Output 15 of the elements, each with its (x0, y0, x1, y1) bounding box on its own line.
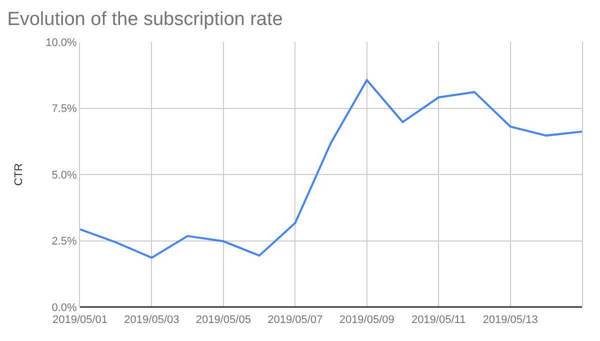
line-series (80, 79, 582, 259)
y-tick-label: 5.0% (52, 169, 78, 182)
x-tick-label: 2019/05/13 (482, 314, 538, 326)
x-tick-label: 2019/05/03 (124, 314, 180, 326)
chart-title: Evolution of the subscription rate (7, 9, 283, 30)
x-tick-label: 2019/05/07 (268, 314, 323, 326)
x-tick-label: 2019/05/11 (411, 314, 466, 326)
x-tick-label: 2019/05/01 (52, 314, 108, 326)
x-tick-label: 2019/05/09 (339, 314, 394, 326)
y-tick-label: 7.5% (52, 103, 78, 116)
y-tick-label: 2.5% (52, 236, 78, 248)
y-tick-label: 10.0% (46, 36, 78, 49)
y-tick-label: 0.0% (52, 302, 78, 314)
x-tick-label: 2019/05/05 (196, 314, 251, 326)
y-axis-title: CTR (13, 163, 26, 186)
